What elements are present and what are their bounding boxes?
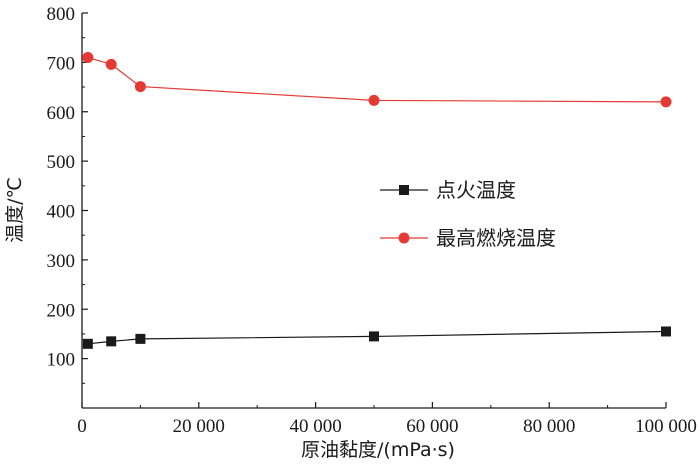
data-point [369,331,379,342]
data-point [82,51,94,63]
data-point [82,338,93,349]
y-tick-label: 700 [47,53,76,74]
legend-label: 点火温度 [436,178,516,202]
y-tick-label: 300 [47,251,76,272]
y-tick-label: 600 [47,103,76,124]
data-point [661,326,671,337]
series-max-combustion-temperature [82,51,672,108]
legend-marker [399,185,409,195]
legend-item: 最高燃烧温度 [380,226,556,250]
y-tick-label: 400 [47,202,76,223]
x-tick-label: 60 000 [406,416,458,437]
data-point [135,333,146,344]
y-tick-label: 800 [47,4,76,25]
legend-label: 最高燃烧温度 [436,226,556,250]
data-point [660,96,672,108]
legend-item: 点火温度 [380,178,516,202]
x-tick-label: 0 [77,416,87,437]
y-tick-label: 200 [47,300,76,321]
x-tick-label: 100 000 [635,416,697,437]
axes: 100 200 300 400 500 600 700 800 0 20 000 40 000 60 … [47,4,697,437]
series-ignition-temperature [82,326,671,349]
y-tick-label: 100 [47,350,76,371]
x-axis-title: 原油黏度/(mPa·s) [301,439,455,461]
data-point [105,58,117,70]
data-point [368,94,380,106]
x-tick-label: 40 000 [289,416,341,437]
x-tick-label: 80 000 [523,416,575,437]
y-axis-title: 温度/℃ [4,177,26,243]
data-point [106,336,117,347]
series-line [87,56,667,103]
x-tick-label: 20 000 [173,416,225,437]
y-tick-label: 500 [47,152,76,173]
legend-marker [398,232,410,244]
data-series [82,51,672,349]
data-point [134,81,146,93]
